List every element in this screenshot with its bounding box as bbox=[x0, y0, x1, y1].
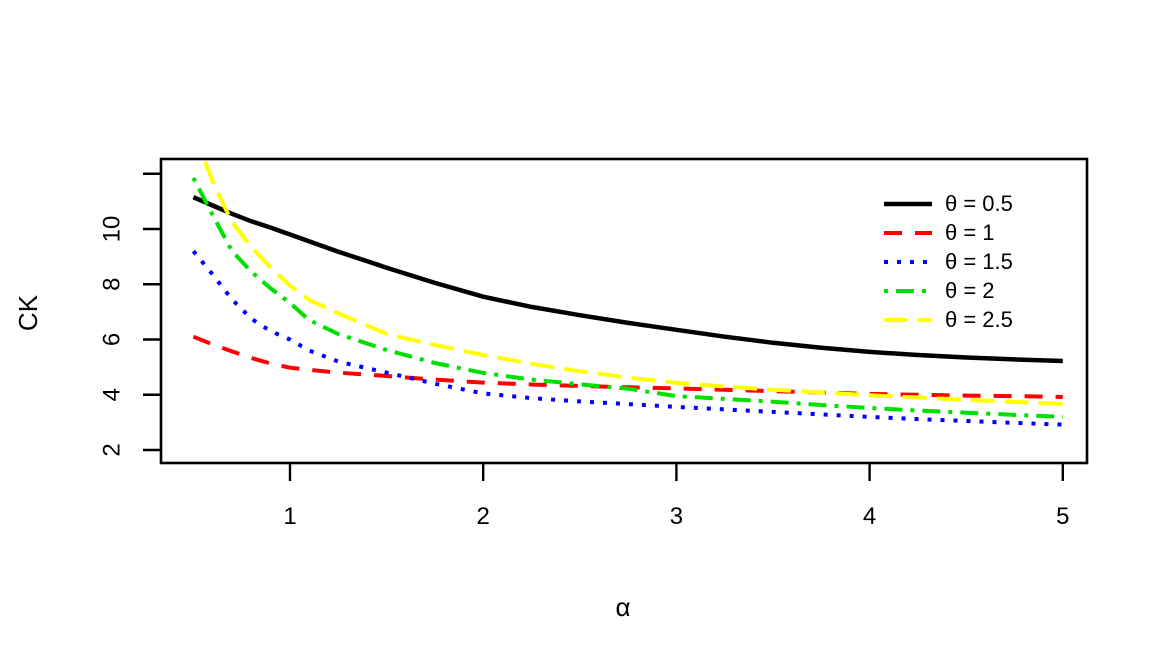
legend-entry: θ = 2.5 bbox=[884, 305, 1013, 334]
y-axis-title: CK bbox=[13, 294, 43, 332]
legend-entry: θ = 1 bbox=[884, 218, 1013, 247]
y-tick-label-10: 10 bbox=[99, 216, 126, 243]
legend-line-sample bbox=[884, 317, 932, 322]
curve-series-3 bbox=[191, 176, 1063, 419]
curve-series-2 bbox=[191, 249, 1063, 427]
curve-series-4 bbox=[202, 159, 1063, 406]
legend-line-sample bbox=[884, 230, 932, 235]
y-tick-label-8: 8 bbox=[99, 278, 126, 291]
x-tick-label-1: 1 bbox=[283, 503, 296, 530]
legend-entry: θ = 1.5 bbox=[884, 247, 1013, 276]
y-tick-label-4: 4 bbox=[99, 388, 126, 401]
legend-entry: θ = 0.5 bbox=[884, 189, 1013, 218]
legend-line-sample bbox=[884, 259, 932, 264]
x-tick-label-3: 3 bbox=[670, 503, 683, 530]
y-tick-label-2: 2 bbox=[99, 443, 126, 456]
plot-border bbox=[159, 157, 1089, 465]
x-tick-label-5: 5 bbox=[1056, 503, 1069, 530]
x-axis-title: α bbox=[615, 592, 631, 622]
legend: θ = 0.5 θ = 1 θ = 1.5 θ = 2 θ = 2.5 bbox=[884, 189, 1013, 334]
curve-series-0 bbox=[192, 195, 1063, 364]
legend-entry: θ = 2 bbox=[884, 276, 1013, 305]
legend-line-sample bbox=[884, 201, 932, 206]
x-tick-label-4: 4 bbox=[863, 503, 876, 530]
x-tick-label-2: 2 bbox=[477, 503, 490, 530]
legend-entry-label: θ = 2.5 bbox=[945, 306, 1013, 332]
legend-entry-label: θ = 0.5 bbox=[945, 190, 1013, 216]
legend-entry-label: θ = 1.5 bbox=[945, 248, 1013, 274]
legend-entry-label: θ = 2 bbox=[945, 277, 995, 303]
legend-line-sample bbox=[884, 288, 932, 293]
legend-entry-label: θ = 1 bbox=[945, 219, 995, 245]
y-tick-label-6: 6 bbox=[99, 333, 126, 346]
